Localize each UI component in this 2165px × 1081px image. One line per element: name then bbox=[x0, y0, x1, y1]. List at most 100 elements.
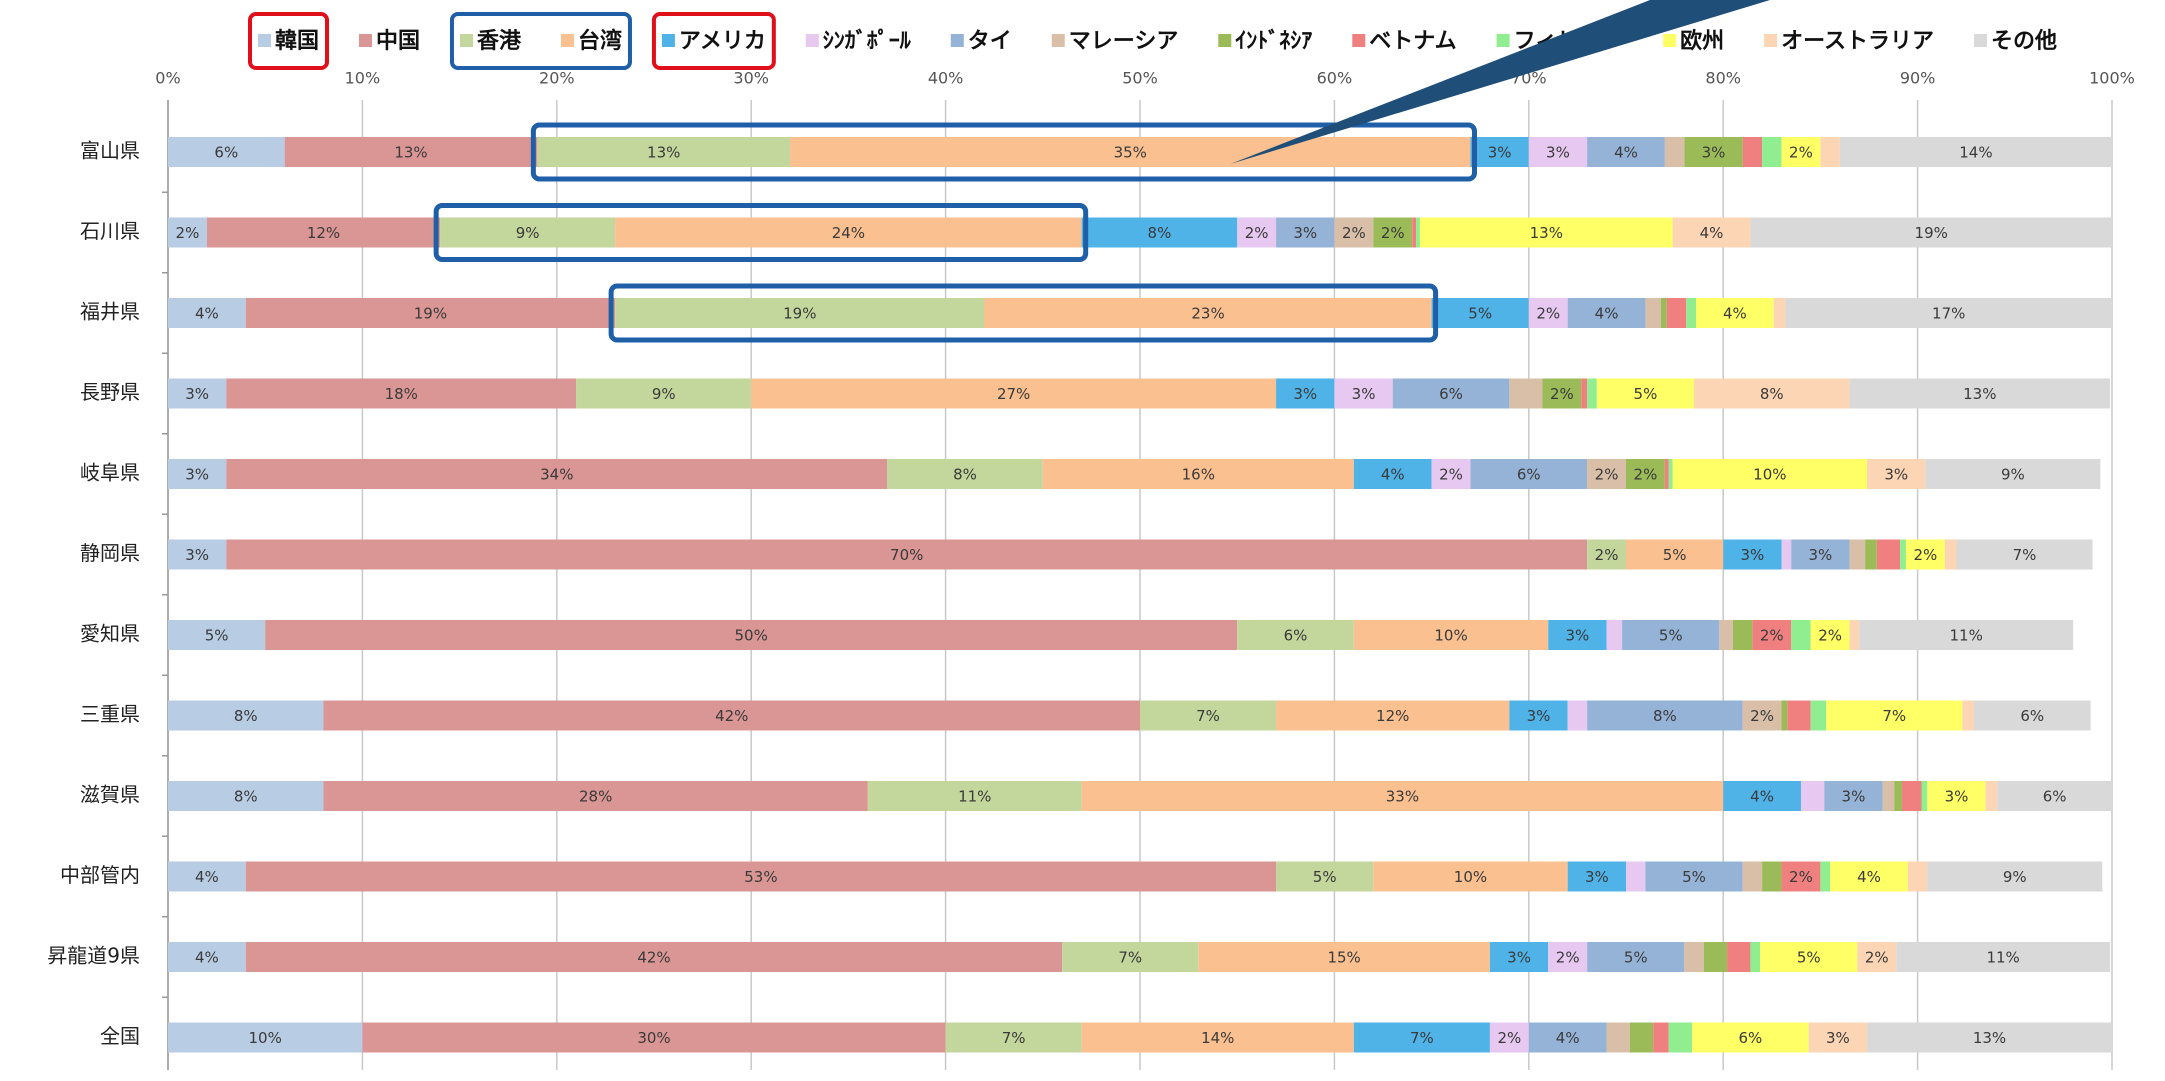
bar-segment bbox=[1694, 378, 1850, 409]
bar-segment bbox=[1567, 700, 1588, 731]
data-label: 2% bbox=[1497, 1029, 1521, 1047]
bar-segment bbox=[1925, 459, 2101, 489]
bar-segment bbox=[168, 620, 266, 650]
bar-segment bbox=[1686, 298, 1696, 328]
legend-label: その他 bbox=[1991, 29, 2057, 54]
bar-segment bbox=[1684, 942, 1704, 972]
data-label: 5% bbox=[1634, 385, 1658, 403]
bar-segment bbox=[168, 539, 227, 570]
x-tick-label: 20% bbox=[539, 69, 575, 88]
legend-label: マレーシア bbox=[1069, 29, 1179, 54]
bar-segment bbox=[323, 700, 1140, 731]
data-label: 7% bbox=[1118, 949, 1142, 967]
bar-segment bbox=[1672, 459, 1868, 489]
bar-segment bbox=[1762, 861, 1782, 892]
bar-segment bbox=[1927, 781, 1986, 811]
bar-segment bbox=[1567, 298, 1646, 328]
bar-segment bbox=[1826, 700, 1963, 731]
bar-segment bbox=[1867, 1022, 2112, 1053]
bar-segment bbox=[1542, 378, 1582, 409]
bar-segment bbox=[537, 137, 791, 167]
data-label: 5% bbox=[1659, 627, 1683, 645]
data-label: 3% bbox=[1507, 949, 1531, 967]
category-label: 岐阜県 bbox=[80, 461, 140, 485]
bar-segment bbox=[284, 137, 538, 167]
bar-segment bbox=[1416, 217, 1420, 248]
x-tick-label: 30% bbox=[733, 69, 769, 88]
bar-segment bbox=[1742, 700, 1782, 731]
legend-swatch bbox=[1218, 34, 1232, 47]
bar-segment bbox=[1668, 459, 1673, 489]
bar-segment bbox=[1760, 942, 1858, 972]
bar-segment bbox=[1962, 700, 1974, 731]
data-label: 2% bbox=[1550, 385, 1574, 403]
bar-segment bbox=[1668, 1022, 1693, 1053]
data-label: 24% bbox=[832, 224, 865, 242]
legend-swatch bbox=[258, 34, 271, 47]
bar-segment bbox=[1849, 378, 2111, 409]
data-label: 4% bbox=[1381, 466, 1405, 484]
bar-segment bbox=[1081, 217, 1238, 248]
bar-segment bbox=[1081, 1022, 1354, 1053]
bar-segment bbox=[245, 298, 616, 328]
bar-segment bbox=[1276, 700, 1510, 731]
data-label: 2% bbox=[1342, 224, 1366, 242]
bar-segment bbox=[1773, 298, 1786, 328]
bar-segment bbox=[1392, 378, 1510, 409]
bar-segment bbox=[1412, 217, 1417, 248]
data-label: 3% bbox=[1546, 144, 1570, 162]
bar-segment bbox=[1606, 620, 1623, 650]
data-label: 11% bbox=[1950, 627, 1983, 645]
bar-segment bbox=[1672, 217, 1751, 248]
data-label: 14% bbox=[1959, 144, 1992, 162]
data-label: 10% bbox=[1434, 627, 1467, 645]
data-label: 5% bbox=[1468, 305, 1492, 323]
data-label: 3% bbox=[1293, 385, 1317, 403]
bar-segment bbox=[1810, 700, 1827, 731]
category-label: 滋賀県 bbox=[80, 783, 140, 807]
data-label: 17% bbox=[1932, 305, 1965, 323]
legend-highlight bbox=[651, 12, 776, 70]
data-label: 2% bbox=[1789, 868, 1813, 886]
bar-segment bbox=[1900, 539, 1906, 570]
bar-segment bbox=[226, 459, 888, 489]
bar-segment bbox=[1276, 378, 1335, 409]
data-label: 3% bbox=[1352, 385, 1376, 403]
legend-swatch bbox=[1352, 34, 1366, 47]
x-tick-label: 100% bbox=[2089, 69, 2135, 88]
bar-segment bbox=[1470, 459, 1588, 489]
bar-segment bbox=[168, 1022, 363, 1053]
bar-segment bbox=[1810, 620, 1850, 650]
data-label: 5% bbox=[1624, 949, 1648, 967]
data-label: 42% bbox=[715, 707, 748, 725]
bar-segment bbox=[1645, 861, 1743, 892]
data-label: 13% bbox=[1530, 224, 1563, 242]
bar-segment bbox=[1727, 942, 1751, 972]
bar-segment bbox=[1062, 942, 1199, 972]
bar-segment bbox=[1489, 1022, 1529, 1053]
bar-segment bbox=[1581, 378, 1588, 409]
data-label: 11% bbox=[1986, 949, 2019, 967]
bar-segment bbox=[1876, 539, 1901, 570]
data-label: 13% bbox=[1963, 385, 1996, 403]
bar-segment bbox=[1509, 378, 1543, 409]
data-label: 4% bbox=[1556, 1029, 1580, 1047]
bar-segment bbox=[867, 781, 1082, 811]
bar-segment bbox=[1944, 539, 1957, 570]
data-label: 8% bbox=[1148, 224, 1172, 242]
legend-swatch bbox=[1051, 34, 1065, 47]
bar-segment bbox=[1334, 217, 1374, 248]
bar-segment bbox=[1703, 942, 1728, 972]
bar-segment bbox=[1431, 298, 1529, 328]
data-label: 2% bbox=[1381, 224, 1405, 242]
category-label: 石川県 bbox=[80, 219, 140, 243]
bar-segment bbox=[1859, 620, 2074, 650]
bar-segment bbox=[1353, 459, 1432, 489]
legend-swatch bbox=[358, 34, 372, 47]
data-label: 16% bbox=[1182, 466, 1215, 484]
bar-segment bbox=[1587, 137, 1665, 167]
data-label: 2% bbox=[1556, 949, 1580, 967]
bar-segment bbox=[1587, 942, 1685, 972]
bar-segment bbox=[751, 378, 1277, 409]
bar-segment bbox=[576, 378, 752, 409]
